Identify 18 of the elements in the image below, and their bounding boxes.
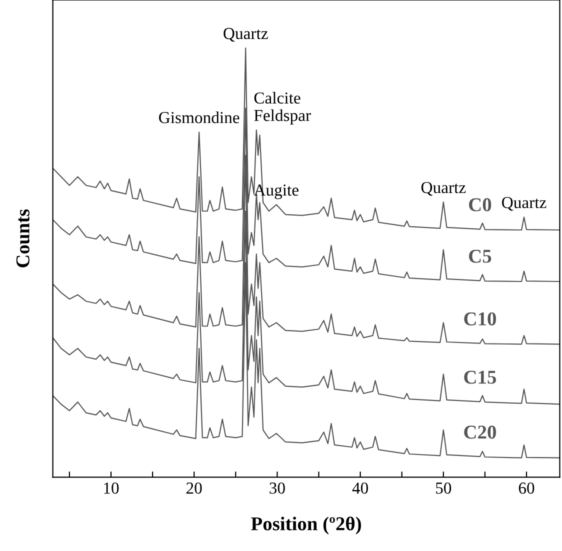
x-tick-label: 50 xyxy=(436,482,452,494)
x-tick-label: 40 xyxy=(352,482,368,494)
annotation: Calcite Feldspar xyxy=(254,92,311,124)
series-label: C10 xyxy=(464,312,496,326)
x-axis-title: Position (º2θ) xyxy=(251,516,361,534)
annotation: Gismondine xyxy=(159,111,240,124)
x-tick-label: 60 xyxy=(518,482,534,494)
x-tick-label: 10 xyxy=(104,482,119,494)
y-axis-title: Counts xyxy=(16,209,30,268)
x-tick-label: 20 xyxy=(186,482,202,494)
x-tick-label: 30 xyxy=(270,482,285,494)
series-label: C0 xyxy=(469,198,492,212)
annotation: Quartz xyxy=(224,28,268,42)
series-label: C20 xyxy=(464,426,496,439)
series-label: C5 xyxy=(469,250,492,263)
annotation: Quartz xyxy=(421,182,466,196)
annotation: Quartz xyxy=(502,196,546,211)
series-label: C15 xyxy=(464,370,496,384)
